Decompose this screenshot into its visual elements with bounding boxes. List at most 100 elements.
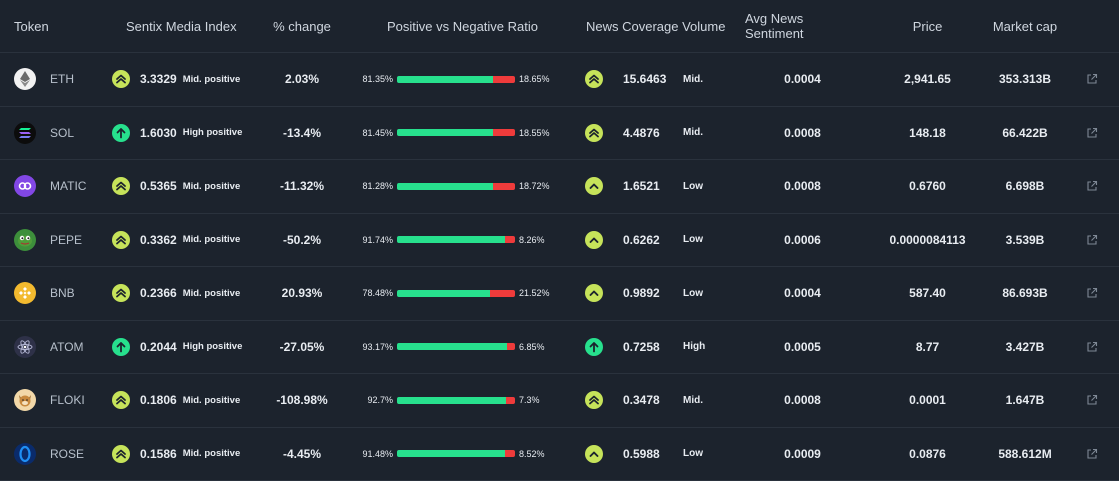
- token-cell[interactable]: ATOM: [14, 321, 114, 374]
- arrow-up-icon: [112, 124, 130, 142]
- token-cell[interactable]: FLOKI: [14, 374, 114, 427]
- ratio-cell: 93.17%6.85%: [355, 321, 570, 374]
- token-cell[interactable]: ROSE: [14, 428, 114, 481]
- header-news-coverage-volume[interactable]: News Coverage Volume: [586, 0, 731, 52]
- ratio-cell: 91.48%8.52%: [355, 428, 570, 481]
- smi-label: Mid. positive: [183, 74, 241, 85]
- market-cap-value: 588.612M: [985, 428, 1065, 481]
- price-value: 8.77: [870, 321, 985, 374]
- external-link-icon[interactable]: [1080, 53, 1104, 106]
- header-ratio[interactable]: Positive vs Negative Ratio: [355, 0, 570, 52]
- avg-news-sentiment-value: 0.0004: [745, 53, 860, 106]
- change-value: 20.93%: [262, 267, 342, 320]
- positive-pct: 78.48%: [355, 288, 393, 298]
- double-chevron-up-icon: [585, 124, 603, 142]
- positive-pct: 92.7%: [355, 395, 393, 405]
- external-link-icon[interactable]: [1080, 107, 1104, 160]
- smi-label: Mid. positive: [183, 288, 241, 299]
- external-link-icon[interactable]: [1080, 374, 1104, 427]
- token-name: BNB: [50, 286, 75, 300]
- price-value: 148.18: [870, 107, 985, 160]
- ncv-value: 0.3478: [623, 393, 667, 407]
- table-row[interactable]: BNB 0.2366 Mid. positive 20.93%78.48%21.52%…: [0, 267, 1119, 321]
- ncv-level: Low: [683, 288, 703, 299]
- ratio-bar-negative: [505, 450, 515, 457]
- negative-pct: 8.52%: [519, 449, 545, 459]
- ratio-cell: 81.45% 18.55%: [355, 107, 570, 160]
- header-market-cap[interactable]: Market cap: [985, 0, 1065, 52]
- chevron-up-icon: [585, 445, 603, 463]
- eth-icon: [14, 68, 36, 90]
- price-value: 2,941.65: [870, 53, 985, 106]
- ratio-bar-negative: [505, 236, 515, 243]
- ratio-cell: 78.48%21.52%: [355, 267, 570, 320]
- ratio-bar-negative: [493, 129, 515, 136]
- token-cell[interactable]: SOL: [14, 107, 114, 160]
- token-cell[interactable]: ETH: [14, 53, 114, 106]
- token-name: ATOM: [50, 340, 84, 354]
- positive-pct: 81.45%: [355, 128, 393, 138]
- token-cell[interactable]: BNB: [14, 267, 114, 320]
- smi-value: 0.2044: [140, 340, 177, 354]
- external-link-icon[interactable]: [1080, 214, 1104, 267]
- negative-pct: 18.55%: [519, 128, 550, 138]
- token-cell[interactable]: MATIC: [14, 160, 114, 213]
- header-avg-news-sentiment[interactable]: Avg News Sentiment: [745, 0, 860, 52]
- ratio-bar-positive: [397, 397, 506, 404]
- market-cap-value: 66.422B: [985, 107, 1065, 160]
- chevron-up-icon: [585, 231, 603, 249]
- header-token[interactable]: Token: [14, 0, 114, 52]
- ratio-cell: 91.74%8.26%: [355, 214, 570, 267]
- negative-pct: 6.85%: [519, 342, 545, 352]
- header-change[interactable]: % change: [262, 0, 342, 52]
- smi-value: 0.5365: [140, 179, 177, 193]
- ncv-value: 0.6262: [623, 233, 667, 247]
- price-value: 0.0001: [870, 374, 985, 427]
- smi-value: 0.1586: [140, 447, 177, 461]
- token-name: MATIC: [50, 179, 86, 193]
- double-chevron-up-icon: [112, 177, 130, 195]
- token-name: SOL: [50, 126, 74, 140]
- header-sentix-media-index[interactable]: Sentix Media Index: [126, 0, 276, 52]
- smi-value: 0.2366: [140, 286, 177, 300]
- token-name: PEPE: [50, 233, 82, 247]
- market-cap-value: 3.539B: [985, 214, 1065, 267]
- positive-pct: 81.28%: [355, 181, 393, 191]
- ncv-value: 1.6521: [623, 179, 667, 193]
- ncv-level: Low: [683, 181, 703, 192]
- change-value: -11.32%: [262, 160, 342, 213]
- ncv-level: Low: [683, 234, 703, 245]
- external-link-icon[interactable]: [1080, 267, 1104, 320]
- ratio-bar-negative: [507, 343, 515, 350]
- token-name: FLOKI: [50, 393, 85, 407]
- smi-label: High positive: [183, 127, 243, 138]
- ratio-bar: [397, 397, 515, 404]
- ncv-value: 15.6463: [623, 72, 667, 86]
- external-link-icon[interactable]: [1080, 160, 1104, 213]
- table-header: Token Sentix Media Index % change Positi…: [0, 0, 1119, 53]
- header-price[interactable]: Price: [870, 0, 985, 52]
- price-value: 0.0876: [870, 428, 985, 481]
- ratio-bar: [397, 76, 515, 83]
- external-link-icon[interactable]: [1080, 321, 1104, 374]
- bnb-icon: [14, 282, 36, 304]
- token-cell[interactable]: PEPE: [14, 214, 114, 267]
- double-chevron-up-icon: [112, 231, 130, 249]
- ratio-bar-positive: [397, 76, 493, 83]
- news-coverage-volume-cell: 0.6262 Low: [585, 214, 730, 267]
- ratio-bar-positive: [397, 343, 507, 350]
- external-link-icon[interactable]: [1080, 428, 1104, 481]
- ratio-bar: [397, 129, 515, 136]
- smi-label: Mid. positive: [183, 234, 241, 245]
